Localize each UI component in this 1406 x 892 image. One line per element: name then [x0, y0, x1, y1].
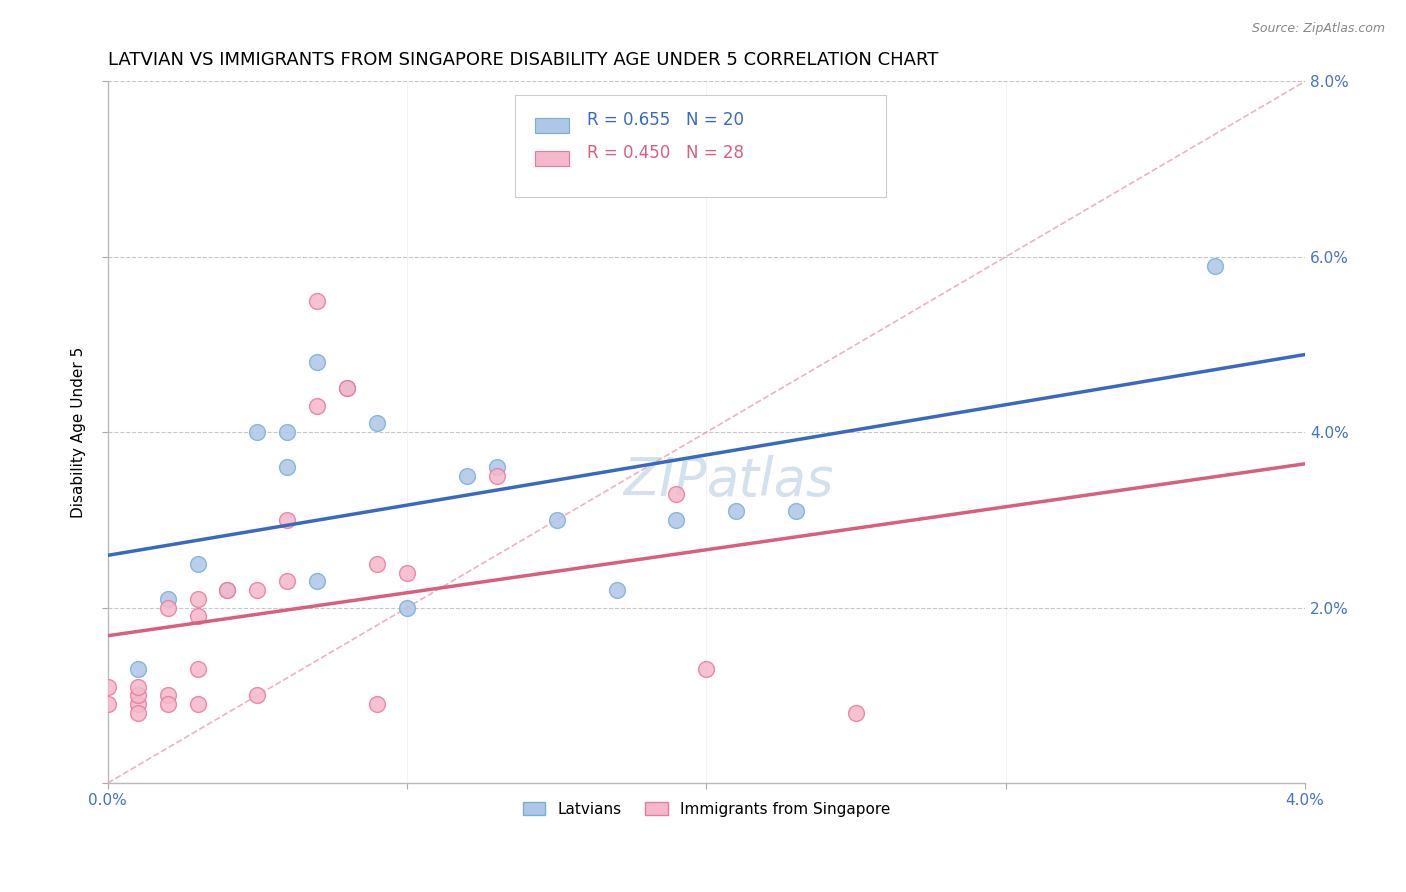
Point [665, 513, 688, 527]
Point [336, 381, 359, 395]
Text: atlas: atlas [706, 455, 834, 508]
Legend: Latvians, Immigrants from Singapore: Latvians, Immigrants from Singapore [515, 794, 898, 824]
Point [396, 566, 419, 580]
Point [246, 425, 269, 440]
Point [276, 513, 298, 527]
Point [156, 600, 179, 615]
Point [156, 591, 179, 606]
Point [97, 680, 120, 694]
Text: Source: ZipAtlas.com: Source: ZipAtlas.com [1251, 22, 1385, 36]
Point [845, 706, 868, 720]
Point [546, 513, 568, 527]
Point [127, 697, 149, 711]
Point [187, 609, 209, 624]
Point [127, 706, 149, 720]
Bar [536, 118, 569, 133]
Point [485, 469, 508, 483]
Point [246, 689, 269, 703]
Point [665, 486, 688, 500]
Point [307, 399, 329, 413]
Point [366, 417, 388, 431]
Point [187, 697, 209, 711]
Point [246, 583, 269, 598]
Point [366, 697, 388, 711]
Text: R = 0.655   N = 20: R = 0.655 N = 20 [586, 111, 744, 129]
Point [187, 591, 209, 606]
Point [725, 504, 748, 518]
Point [396, 600, 419, 615]
Point [127, 689, 149, 703]
Point [307, 574, 329, 589]
Point [276, 574, 298, 589]
Point [456, 469, 478, 483]
Point [1204, 259, 1226, 273]
Text: R = 0.450   N = 28: R = 0.450 N = 28 [586, 144, 744, 162]
Point [127, 680, 149, 694]
Point [336, 381, 359, 395]
Bar [536, 151, 569, 166]
Point [276, 425, 298, 440]
Point [156, 697, 179, 711]
Point [695, 662, 717, 676]
Text: ZIP: ZIP [623, 455, 706, 508]
Point [366, 557, 388, 571]
Point [187, 662, 209, 676]
Point [127, 662, 149, 676]
Point [97, 697, 120, 711]
Point [187, 557, 209, 571]
Text: LATVIAN VS IMMIGRANTS FROM SINGAPORE DISABILITY AGE UNDER 5 CORRELATION CHART: LATVIAN VS IMMIGRANTS FROM SINGAPORE DIS… [108, 51, 938, 69]
Point [606, 583, 628, 598]
Y-axis label: Disability Age Under 5: Disability Age Under 5 [72, 347, 86, 518]
Point [156, 689, 179, 703]
Point [485, 460, 508, 475]
Point [217, 583, 239, 598]
Point [276, 460, 298, 475]
Point [785, 504, 807, 518]
Point [217, 583, 239, 598]
Point [307, 355, 329, 369]
Point [307, 293, 329, 308]
FancyBboxPatch shape [515, 95, 886, 197]
